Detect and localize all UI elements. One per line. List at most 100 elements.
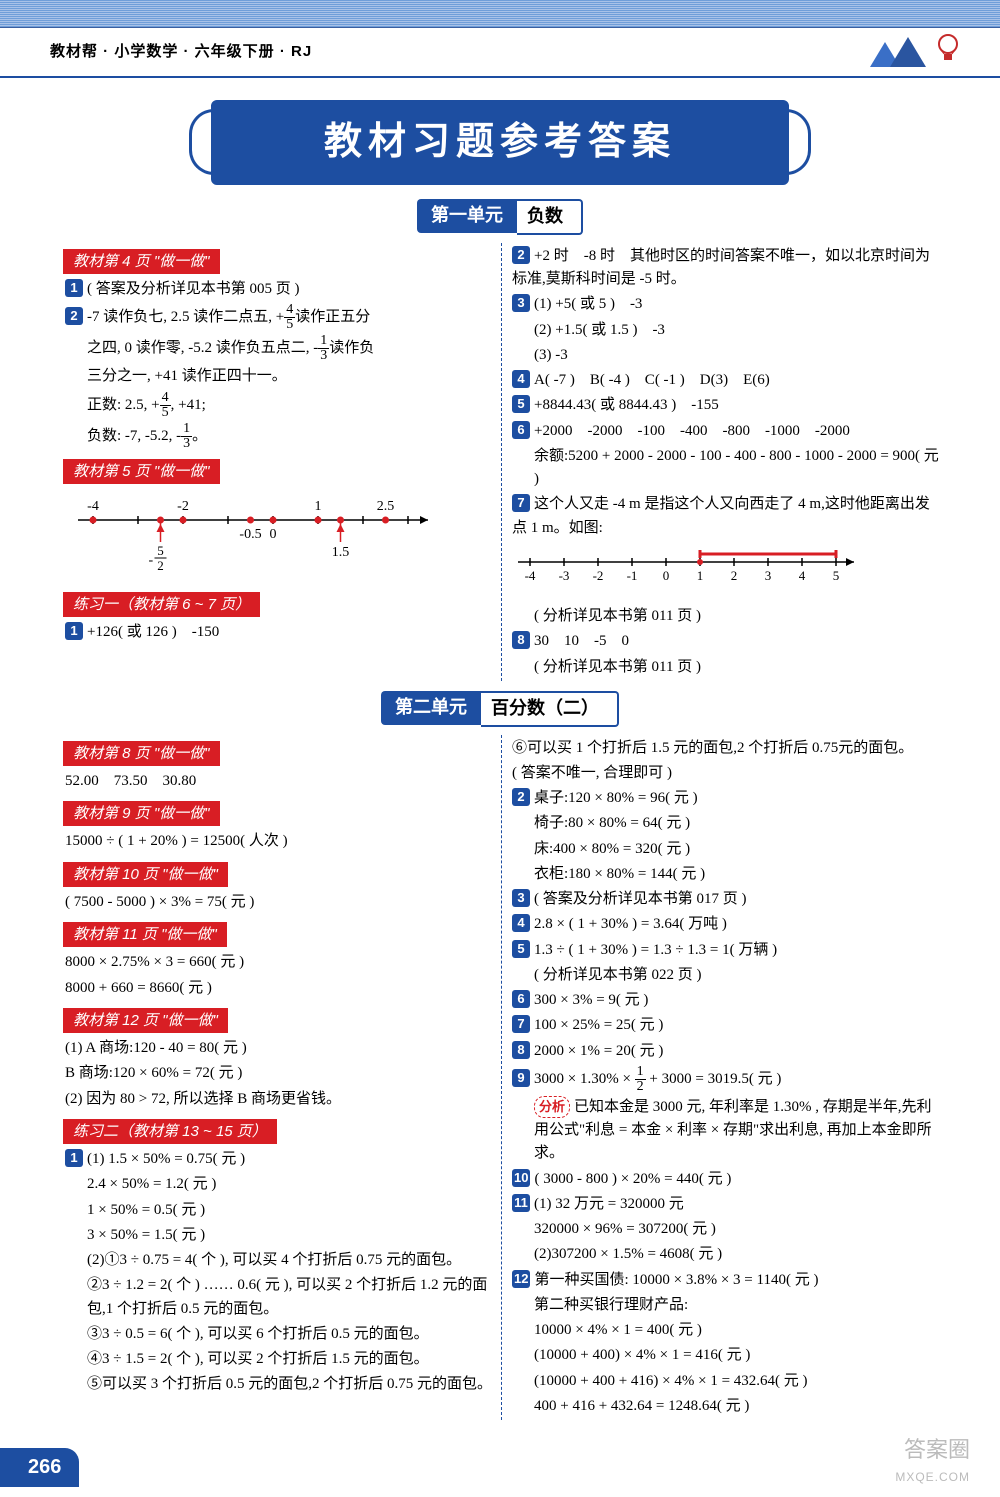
answer: ( 7500 - 5000 ) × 3% = 75( 元 ) (65, 891, 493, 914)
answer: ③3 ÷ 0.5 = 6( 个 ), 可以买 6 个打折后 0.5 元的面包。 (87, 1323, 493, 1346)
svg-text:2.5: 2.5 (377, 499, 395, 514)
unit2-columns: 教材第 8 页 "做一做" 52.00 73.50 30.80 教材第 9 页 … (0, 735, 1000, 1421)
svg-text:3: 3 (765, 568, 772, 583)
wm-url: MXQE.COM (895, 1470, 970, 1484)
answer: 6+2000 -2000 -100 -400 -800 -1000 -2000 (512, 420, 940, 443)
svg-text:5: 5 (157, 543, 164, 558)
num-badge: 1 (65, 279, 83, 297)
num-badge: 2 (512, 246, 530, 264)
text: 之四, 0 读作零, -5.2 读作负五点二, - (87, 340, 318, 356)
answer: 2.4 × 50% = 1.2( 元 ) (87, 1173, 493, 1196)
svg-text:-1: -1 (627, 568, 638, 583)
svg-text:0: 0 (270, 527, 277, 542)
footer: 266 答案圈 MXQE.COM (0, 1438, 1000, 1496)
text: 已知本金是 3000 元, 年利率是 1.30% , 存期是半年,先利用公式"利… (534, 1099, 932, 1162)
text: 读作负 (329, 340, 374, 356)
answer: 7这个人又走 -4 m 是指这个人又向西走了 4 m,这时他距离出发点 1 m。… (512, 493, 940, 540)
answer: 4A( -7 ) B( -4 ) C( -1 ) D(3) E(6) (512, 369, 940, 392)
red-tag: 教材第 5 页 "做一做" (63, 459, 220, 484)
num-badge: 4 (512, 914, 530, 932)
fraction: 12 (635, 1065, 646, 1094)
answer: 1( 答案及分析详见本书第 005 页 ) (65, 278, 493, 301)
unit2-name: 百分数（二） (481, 691, 619, 727)
svg-text:-3: -3 (559, 568, 570, 583)
text: (1) 32 万元 = 320000 元 (534, 1196, 684, 1212)
answer: 11(1) 32 万元 = 320000 元 (512, 1193, 940, 1216)
header-icons (850, 32, 970, 72)
answer: B 商场:120 × 60% = 72( 元 ) (65, 1062, 493, 1085)
answer: 51.3 ÷ ( 1 + 30% ) = 1.3 ÷ 1.3 = 1( 万辆 ) (512, 939, 940, 962)
answer: 10( 3000 - 800 ) × 20% = 440( 元 ) (512, 1168, 940, 1191)
text: A( -7 ) B( -4 ) C( -1 ) D(3) E(6) (534, 372, 770, 388)
book-title: 教材帮 · 小学数学 · 六年级下册 · RJ (50, 40, 312, 63)
answer: 82000 × 1% = 20( 元 ) (512, 1040, 940, 1063)
text: + 3000 = 3019.5( 元 ) (646, 1071, 782, 1087)
red-tag: 教材第 9 页 "做一做" (63, 801, 220, 826)
answer: 42.8 × ( 1 + 30% ) = 3.64( 万吨 ) (512, 913, 940, 936)
answer: 1(1) 1.5 × 50% = 0.75( 元 ) (65, 1148, 493, 1171)
num-badge: 5 (512, 395, 530, 413)
answer: 400 + 416 + 432.64 = 1248.64( 元 ) (534, 1395, 940, 1418)
num-badge: 6 (512, 421, 530, 439)
answer: 负数: -7, -5.2, -13。 (87, 422, 493, 451)
red-tag: 教材第 11 页 "做一做" (63, 922, 227, 947)
answer: 2桌子:120 × 80% = 96( 元 ) (512, 787, 940, 810)
text: 30 10 -5 0 (534, 633, 629, 649)
unit1-header: 第一单元负数 (0, 199, 1000, 235)
balloon-basket-icon (944, 54, 952, 60)
text: 这个人又走 -4 m 是指这个人又向西走了 4 m,这时他距离出发点 1 m。如… (512, 496, 930, 535)
text: 1.3 ÷ ( 1 + 30% ) = 1.3 ÷ 1.3 = 1( 万辆 ) (534, 942, 777, 958)
wm-text: 答案圈 (904, 1437, 970, 1462)
num-badge: 8 (512, 631, 530, 649)
num-badge: 10 (512, 1169, 530, 1187)
unit2-badge: 第二单元 (381, 691, 481, 725)
unit2-left-col: 教材第 8 页 "做一做" 52.00 73.50 30.80 教材第 9 页 … (55, 735, 502, 1421)
num-badge: 3 (512, 889, 530, 907)
text: 3000 × 1.30% × (534, 1071, 635, 1087)
answer: 10000 × 4% × 1 = 400( 元 ) (534, 1319, 940, 1342)
fraction: 13 (181, 422, 192, 451)
answer: ④3 ÷ 1.5 = 2( 个 ), 可以买 2 个打折后 1.5 元的面包。 (87, 1348, 493, 1371)
text: (1) 1.5 × 50% = 0.75( 元 ) (87, 1151, 245, 1167)
svg-text:2: 2 (157, 558, 164, 572)
answer: 320000 × 96% = 307200( 元 ) (534, 1218, 940, 1241)
answer: 1 × 50% = 0.5( 元 ) (87, 1199, 493, 1222)
num-badge: 8 (512, 1041, 530, 1059)
answer: (10000 + 400 + 416) × 4% × 1 = 432.64( 元… (534, 1370, 940, 1393)
svg-text:1: 1 (697, 568, 704, 583)
svg-text:1.5: 1.5 (332, 545, 350, 560)
text: -7 读作负七, 2.5 读作二点五, + (87, 309, 284, 325)
num-badge: 2 (512, 788, 530, 806)
answer: ⑥可以买 1 个打折后 1.5 元的面包,2 个打折后 0.75元的面包。 (512, 737, 940, 760)
header: 教材帮 · 小学数学 · 六年级下册 · RJ (0, 28, 1000, 78)
text: 100 × 25% = 25( 元 ) (534, 1017, 663, 1033)
text: +2 时 -8 时 其他时区的时间答案不唯一，如以北京时间为标准,莫斯科时间是 … (512, 248, 930, 287)
answer: 椅子:80 × 80% = 64( 元 ) (534, 812, 940, 835)
answer: 三分之一, +41 读作正四十一。 (87, 365, 493, 388)
answer: (2) +1.5( 或 1.5 ) -3 (534, 319, 940, 342)
answer: (2)307200 × 1.5% = 4608( 元 ) (534, 1243, 940, 1266)
text: (1) +5( 或 5 ) -3 (534, 296, 642, 312)
answer: 93000 × 1.30% × 12 + 3000 = 3019.5( 元 ) (512, 1065, 940, 1094)
num-badge: 12 (512, 1270, 530, 1288)
svg-text:-4: -4 (525, 568, 536, 583)
svg-text:-: - (149, 553, 154, 568)
num-badge: 9 (512, 1069, 530, 1087)
answer: ⑤可以买 3 个打折后 0.5 元的面包,2 个打折后 0.75 元的面包。 (87, 1373, 493, 1396)
answer: 5+8844.43( 或 8844.43 ) -155 (512, 394, 940, 417)
answer: 衣柜:180 × 80% = 144( 元 ) (534, 863, 940, 886)
answer: 8000 × 2.75% × 3 = 660( 元 ) (65, 951, 493, 974)
num-badge: 2 (65, 307, 83, 325)
answer: (10000 + 400) × 4% × 1 = 416( 元 ) (534, 1344, 940, 1367)
text: 300 × 3% = 9( 元 ) (534, 992, 648, 1008)
num-badge: 1 (65, 622, 83, 640)
text: ( 答案及分析详见本书第 017 页 ) (534, 891, 747, 907)
answer: 1+126( 或 126 ) -150 (65, 621, 493, 644)
answer: 正数: 2.5, +45, +41; (87, 391, 493, 420)
answer: 8000 + 660 = 8660( 元 ) (65, 977, 493, 1000)
num-badge: 3 (512, 294, 530, 312)
answer: ( 分析详见本书第 011 页 ) (534, 656, 940, 679)
svg-text:0: 0 (663, 568, 670, 583)
answer: 52.00 73.50 30.80 (65, 770, 493, 793)
text: +8844.43( 或 8844.43 ) -155 (534, 397, 719, 413)
